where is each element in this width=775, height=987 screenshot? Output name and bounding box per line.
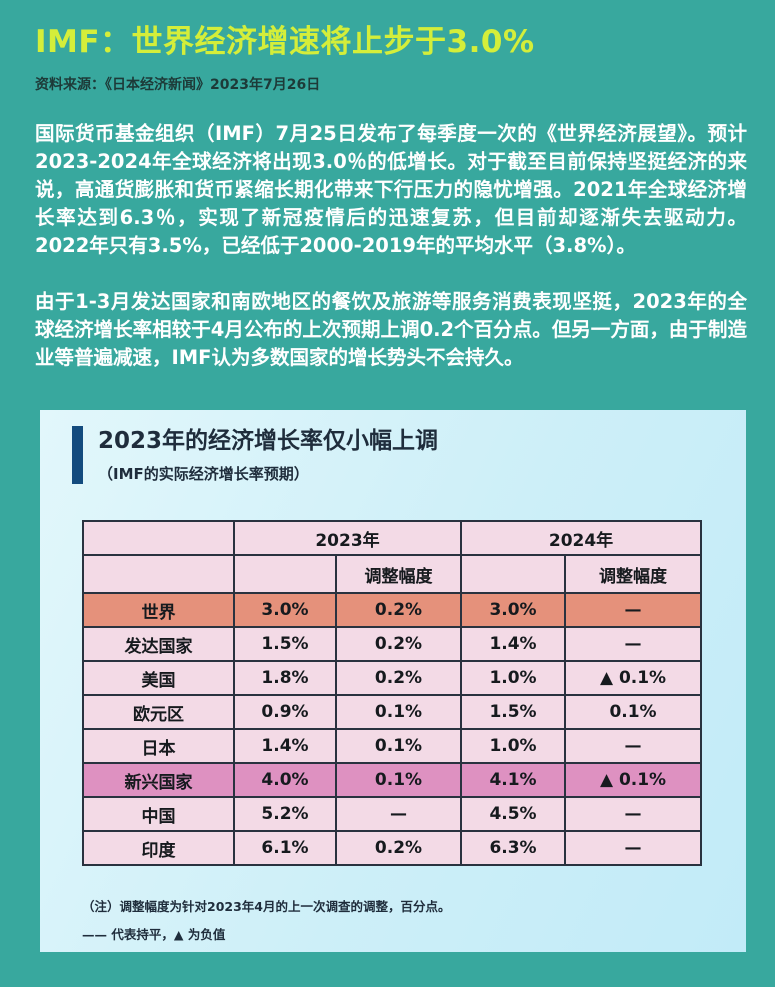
table-row-japan: 日本 1.4% 0.1% 1.0% — bbox=[82, 728, 703, 764]
row-label: 新兴国家 bbox=[82, 762, 235, 798]
value-2023: 4.0% bbox=[233, 762, 337, 798]
card-title: 2023年的经济增长率仅小幅上调 bbox=[98, 428, 439, 454]
row-label: 发达国家 bbox=[82, 626, 235, 662]
value-2023: 1.5% bbox=[233, 626, 337, 662]
table-row-emerging: 新兴国家 4.0% 0.1% 4.1% ▲ 0.1% bbox=[82, 762, 703, 798]
adjustment-2024: ▲ 0.1% bbox=[564, 660, 703, 696]
note-legend: —— 代表持平，▲ 为负值 bbox=[82, 927, 226, 942]
value-2023: 3.0% bbox=[233, 592, 337, 628]
value-2024: 1.5% bbox=[460, 694, 567, 730]
adjustment-2024: — bbox=[564, 592, 703, 628]
value-2024: 4.5% bbox=[460, 796, 567, 832]
info-card: 2023年的经济增长率仅小幅上调 （IMF的实际经济增长率预期） 2023年 2… bbox=[40, 410, 746, 952]
table-row-india: 印度 6.1% 0.2% 6.3% — bbox=[82, 830, 703, 866]
value-2024: 3.0% bbox=[460, 592, 567, 628]
adjustment-2024: — bbox=[564, 796, 703, 832]
value-2023: 0.9% bbox=[233, 694, 337, 730]
note-adjustment: （注）调整幅度为针对2023年4月的上一次调查的调整，百分点。 bbox=[82, 899, 451, 914]
article-page: IMF：世界经济增速将止步于3.0% 资料来源：《日本经济新闻》2023年7月2… bbox=[35, 24, 747, 952]
subheader-adjustment-2023: 调整幅度 bbox=[334, 554, 463, 594]
adjustment-2024: — bbox=[564, 728, 703, 764]
adjustment-2023: 0.2% bbox=[334, 626, 463, 662]
value-2024: 1.0% bbox=[460, 660, 567, 696]
row-label: 印度 bbox=[82, 830, 235, 866]
value-2023: 1.4% bbox=[233, 728, 337, 764]
card-header: 2023年的经济增长率仅小幅上调 （IMF的实际经济增长率预期） bbox=[40, 410, 746, 484]
adjustment-2023: 0.2% bbox=[334, 660, 463, 696]
empty-cell bbox=[460, 554, 567, 594]
body-paragraph-2: 由于1-3月发达国家和南欧地区的餐饮及旅游等服务消费表现坚挺，2023年的全球经… bbox=[35, 290, 747, 369]
adjustment-2023: 0.2% bbox=[334, 592, 463, 628]
subheader-adjustment-2024: 调整幅度 bbox=[564, 554, 703, 594]
empty-cell bbox=[82, 554, 235, 594]
adjustment-2024: 0.1% bbox=[564, 694, 703, 730]
col-header-2023: 2023年 bbox=[232, 520, 463, 556]
value-2023: 1.8% bbox=[233, 660, 337, 696]
page-title: IMF：世界经济增速将止步于3.0% bbox=[35, 24, 535, 60]
table-year-header-row: 2023年 2024年 bbox=[82, 520, 703, 556]
card-subtitle: （IMF的实际经济增长率预期） bbox=[98, 465, 309, 483]
table-row-advanced: 发达国家 1.5% 0.2% 1.4% — bbox=[82, 626, 703, 662]
table-row-us: 美国 1.8% 0.2% 1.0% ▲ 0.1% bbox=[82, 660, 703, 696]
table-row-eurozone: 欧元区 0.9% 0.1% 1.5% 0.1% bbox=[82, 694, 703, 730]
card-title-block: 2023年的经济增长率仅小幅上调 （IMF的实际经济增长率预期） bbox=[98, 426, 438, 484]
source-line: 资料来源：《日本经济新闻》2023年7月26日 bbox=[35, 77, 321, 93]
row-label: 美国 bbox=[82, 660, 235, 696]
adjustment-2023: 0.2% bbox=[334, 830, 463, 866]
row-label: 世界 bbox=[82, 592, 235, 628]
value-2024: 1.0% bbox=[460, 728, 567, 764]
empty-cell bbox=[233, 554, 337, 594]
adjustment-2024: — bbox=[564, 626, 703, 662]
row-label: 中国 bbox=[82, 796, 235, 832]
adjustment-2023: — bbox=[334, 796, 463, 832]
adjustment-2023: 0.1% bbox=[334, 694, 463, 730]
row-label: 日本 bbox=[82, 728, 235, 764]
table-row-china: 中国 5.2% — 4.5% — bbox=[82, 796, 703, 832]
value-2023: 6.1% bbox=[233, 830, 337, 866]
col-header-2024: 2024年 bbox=[460, 520, 703, 556]
adjustment-2024: — bbox=[564, 830, 703, 866]
growth-forecast-table: 2023年 2024年 调整幅度 调整幅度 世界 3.0% 0.2% 3.0% … bbox=[82, 520, 703, 866]
body-paragraph-1: 国际货币基金组织（IMF）7月25日发布了每季度一次的《世界经济展望》。预计20… bbox=[35, 122, 747, 257]
table-subheader-row: 调整幅度 调整幅度 bbox=[82, 554, 703, 594]
value-2024: 4.1% bbox=[460, 762, 567, 798]
table-row-world: 世界 3.0% 0.2% 3.0% — bbox=[82, 592, 703, 628]
value-2024: 1.4% bbox=[460, 626, 567, 662]
empty-corner-cell bbox=[82, 520, 235, 556]
value-2023: 5.2% bbox=[233, 796, 337, 832]
accent-bar bbox=[72, 426, 83, 484]
row-label: 欧元区 bbox=[82, 694, 235, 730]
adjustment-2023: 0.1% bbox=[334, 728, 463, 764]
adjustment-2023: 0.1% bbox=[334, 762, 463, 798]
adjustment-2024: ▲ 0.1% bbox=[564, 762, 703, 798]
value-2024: 6.3% bbox=[460, 830, 567, 866]
